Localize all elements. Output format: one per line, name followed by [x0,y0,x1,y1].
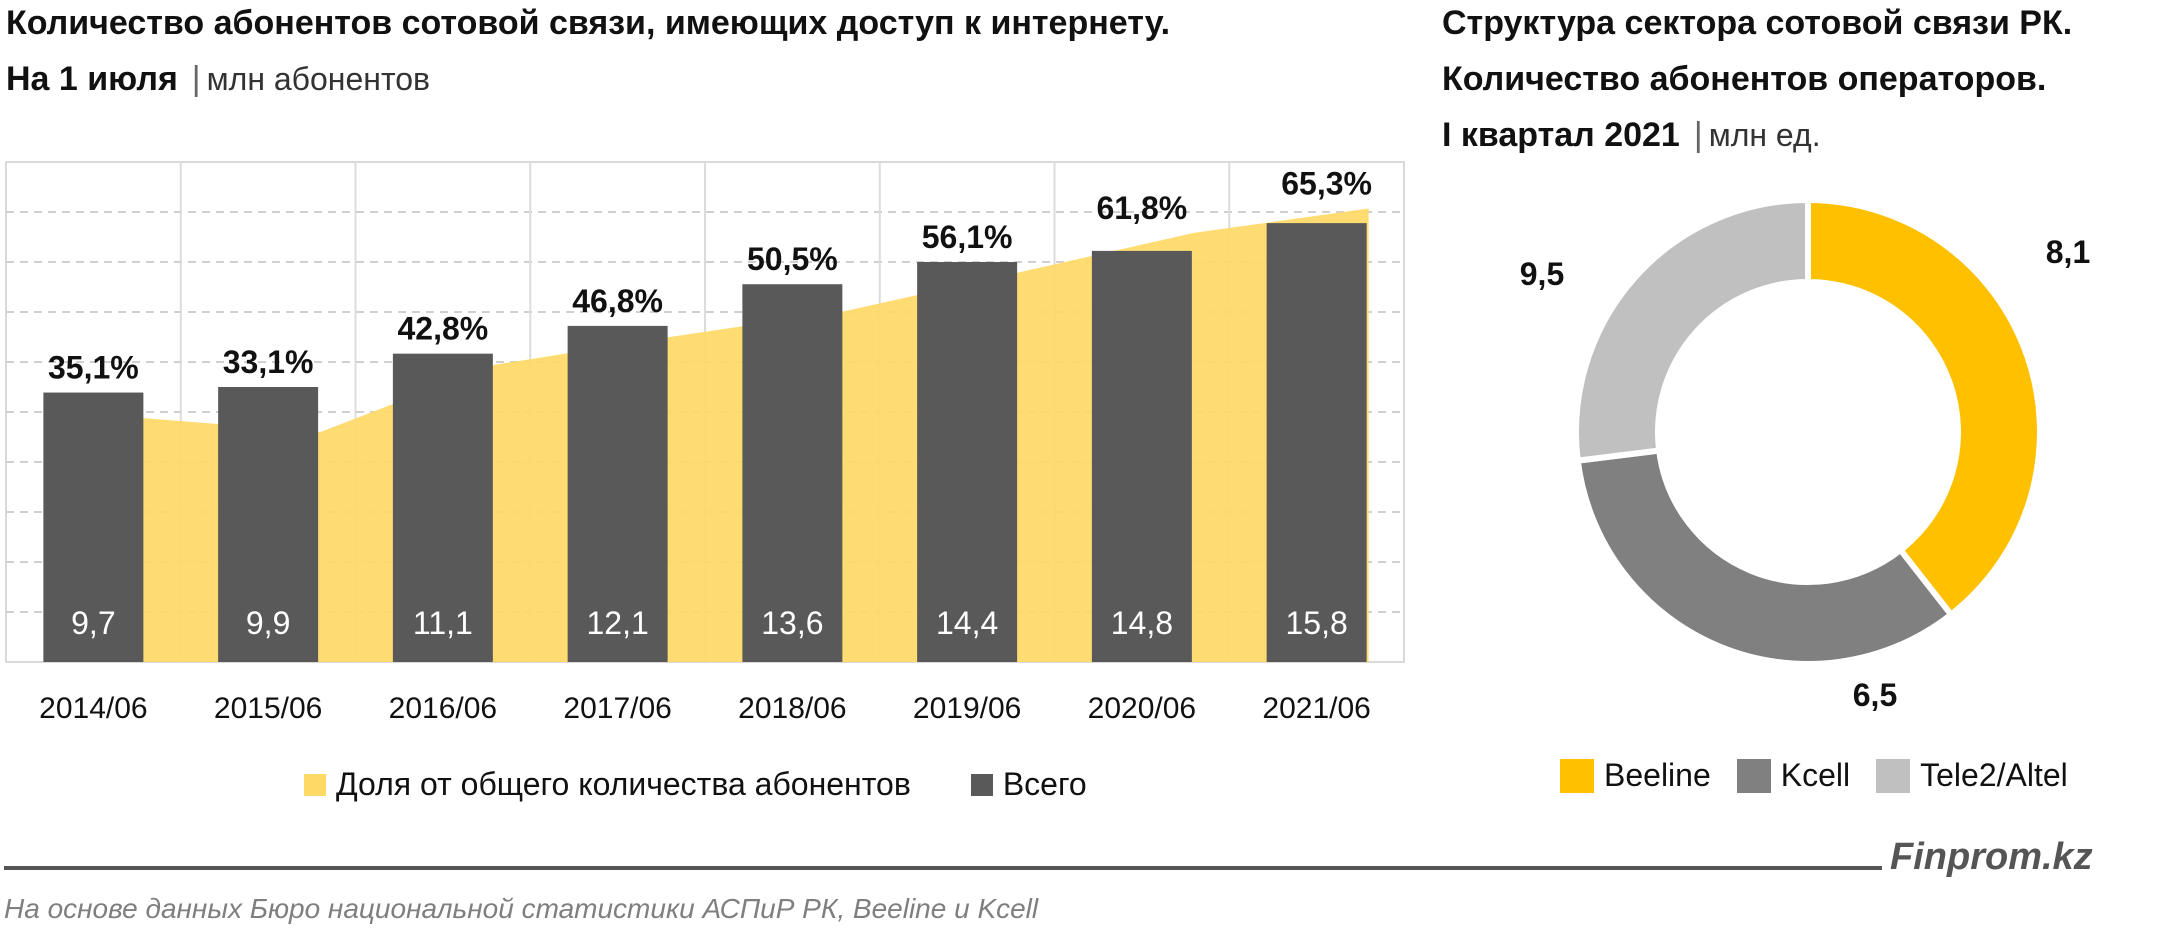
left-chart-unit: млн абонентов [206,61,431,97]
source-note: На основе данных Бюро национальной стати… [4,893,1039,924]
x-tick-label: 2017/06 [563,692,671,725]
bar-value-label: 13,6 [761,605,823,641]
donut-value-label: 9,5 [1520,256,1564,292]
bar-value-label: 11,1 [413,605,473,641]
share-value-label: 42,8% [398,311,489,347]
x-tick-label: 2019/06 [913,692,1021,725]
bar-value-label: 9,9 [246,605,290,641]
right-chart-title-line2: Количество абонентов операторов. [1442,60,2047,98]
bar-total [1091,250,1192,662]
right-chart-legend: Beeline Kcell Tele2/Altel [1560,757,2068,794]
x-tick-label: 2016/06 [389,692,497,725]
right-chart-title-line3: I квартал 2021 | млн ед. [1442,116,1821,154]
legend-label-total: Всего [1002,766,1087,802]
bar-value-label: 14,8 [1111,605,1173,641]
bar-total [567,325,668,662]
share-value-label: 61,8% [1097,190,1188,226]
footer-rule [4,866,1882,870]
legend-item-tele2: Tele2/Altel [1876,757,2068,794]
bar-total [917,262,1018,662]
bar-value-label: 12,1 [586,605,648,641]
x-tick-label: 2014/06 [39,692,147,725]
legend-label-kcell: Kcell [1780,757,1851,793]
left-chart-legend: Доля от общего количества абонентов Всег… [304,766,1147,803]
x-tick-label: 2015/06 [214,692,322,725]
x-tick-label: 2021/06 [1262,692,1370,725]
operators-donut-chart: 9,5 8,1 6,5 [1519,196,2091,713]
legend-label-beeline: Beeline [1604,757,1711,793]
bar-total [392,353,493,662]
donut-slice-tele2 [1573,196,1811,465]
legend-item-kcell: Kcell [1736,757,1851,794]
legend-label-share: Доля от общего количества абонентов [336,766,911,802]
left-chart-title: Количество абонентов сотовой связи, имею… [6,4,1171,42]
share-value-label: 33,1% [223,344,314,380]
left-chart-period: На 1 июля [6,60,178,98]
brand-label: Finprom.kz [1890,836,2093,878]
x-tick-label: 2018/06 [738,692,846,725]
bar-total [218,387,319,662]
bar-value-label: 15,8 [1285,605,1347,641]
right-chart-title-line1: Структура сектора сотовой связи РК. [1442,4,2073,42]
donut-value-label: 6,5 [1853,677,1897,713]
right-chart-period: I квартал 2021 [1442,116,1680,154]
bar-value-label: 14,4 [936,605,998,641]
share-value-label: 35,1% [48,350,139,386]
legend-swatch-share [304,773,326,796]
share-value-label: 56,1% [922,219,1013,255]
legend-swatch-tele2 [1876,758,1911,793]
legend-item-beeline: Beeline [1560,757,1711,794]
bar-total [1266,223,1367,662]
donut-slice-beeline [1805,196,2043,619]
bar-total [742,284,843,662]
bar-total [43,392,144,662]
legend-swatch-total [970,773,993,796]
share-value-label: 50,5% [747,241,838,277]
legend-swatch-beeline [1560,758,1594,793]
legend-label-tele2: Tele2/Altel [1920,757,2068,793]
legend-swatch-kcell [1736,758,1771,793]
share-value-label: 46,8% [572,283,663,319]
subscribers-bar-chart: 9,7 9,9 11,1 12,1 13,6 14,4 14,8 15,8 35,1% 33,1%… [5,161,1405,725]
right-chart-unit: млн ед. [1708,117,1821,153]
legend-item-share: Доля от общего количества абонентов [304,766,911,803]
donut-value-label: 8,1 [2046,234,2090,270]
x-tick-label: 2020/06 [1088,692,1196,725]
donut-slice-kcell [1574,447,1956,667]
share-value-label: 65,3% [1281,166,1372,202]
legend-item-total: Всего [970,766,1087,803]
left-chart-subtitle: На 1 июля | млн абонентов [6,60,431,98]
bar-value-label: 9,7 [71,605,115,641]
